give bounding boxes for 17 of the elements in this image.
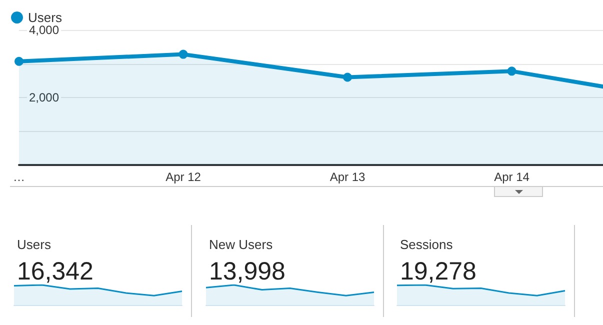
chart-title: Sessions bbox=[400, 237, 454, 252]
legend-label: Users bbox=[28, 10, 62, 25]
annotation: 19,278 bbox=[400, 258, 476, 286]
y-tick-label: 4,000 bbox=[29, 23, 60, 37]
point bbox=[178, 50, 188, 59]
y-tick-label: 2,000 bbox=[29, 90, 60, 104]
chart-title: New Users bbox=[208, 237, 273, 252]
annotation: 13,998 bbox=[208, 258, 285, 286]
x-tick-label: Apr 14 bbox=[494, 170, 530, 184]
chart-title: Users bbox=[17, 237, 52, 252]
point bbox=[507, 66, 516, 76]
x-tick-label: Apr 13 bbox=[330, 170, 366, 184]
x-tick-label: … bbox=[13, 170, 25, 184]
annotation: 16,342 bbox=[17, 258, 94, 286]
point bbox=[343, 72, 352, 82]
x-tick-label: Apr 12 bbox=[166, 170, 202, 184]
point bbox=[14, 56, 24, 66]
